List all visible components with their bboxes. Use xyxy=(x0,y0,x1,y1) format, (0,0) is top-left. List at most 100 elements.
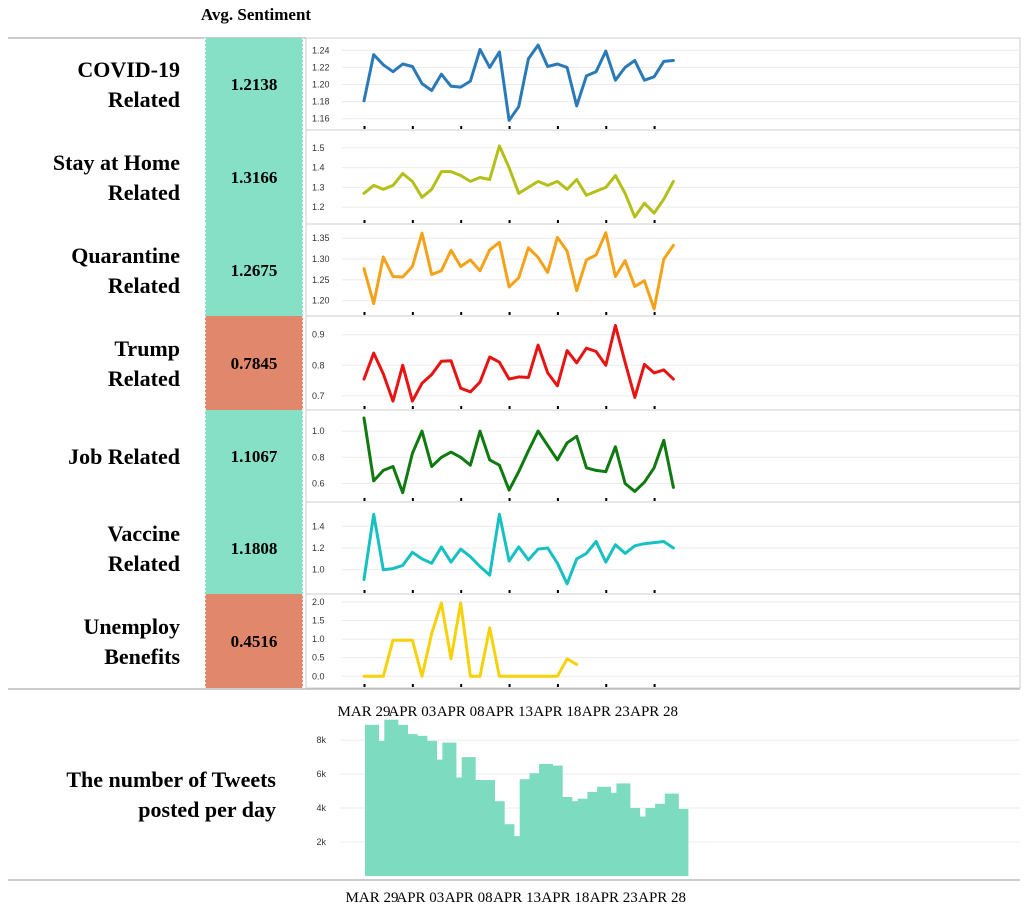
data-point xyxy=(478,176,482,179)
x-tick-mark xyxy=(460,220,463,223)
data-point xyxy=(546,65,549,68)
x-tick-mark xyxy=(411,126,414,129)
data-point xyxy=(604,560,607,564)
data-point xyxy=(488,66,491,69)
row-quarantine-related: Quarantine Related 1.2675 1.20 1.25 1.30 1.35 xyxy=(71,223,1021,317)
data-point xyxy=(459,601,462,605)
y-tick-label: 1.0 xyxy=(312,634,325,644)
avg-sentiment-cell xyxy=(205,502,303,594)
row-stay-at-home-related: Stay at Home Related 1.3166 1.2 1.3 1.4 1.5 xyxy=(53,129,1021,225)
series-line-stay-at-home-related xyxy=(362,144,675,219)
data-point xyxy=(536,675,540,678)
data-point xyxy=(546,271,549,274)
data-point xyxy=(507,675,511,678)
row-label-line: Related xyxy=(108,551,180,576)
data-point xyxy=(662,60,665,63)
data-point xyxy=(382,255,385,259)
data-point xyxy=(430,89,433,92)
data-point xyxy=(546,675,549,678)
row-label-line: Unemploy xyxy=(83,614,180,639)
bar-x-tick-label: APR 28 xyxy=(638,890,686,906)
data-point xyxy=(556,675,559,678)
data-point xyxy=(401,62,404,66)
x-tick-mark xyxy=(653,498,656,501)
data-point xyxy=(411,265,414,268)
data-point xyxy=(527,186,530,189)
data-point xyxy=(643,481,646,484)
data-point xyxy=(652,211,656,215)
data-point xyxy=(604,470,607,473)
data-point xyxy=(382,568,385,571)
y-tick-label: 1.5 xyxy=(312,143,325,153)
data-point xyxy=(633,59,636,62)
data-point xyxy=(420,382,424,385)
data-point xyxy=(556,458,559,462)
data-point xyxy=(672,244,675,247)
y-tick-label: 0.8 xyxy=(312,452,325,462)
data-point xyxy=(382,469,385,472)
avg-sentiment-value: 1.2138 xyxy=(231,75,278,94)
data-point xyxy=(527,376,530,379)
x-tick-mark xyxy=(460,498,463,501)
bar xyxy=(674,808,689,876)
data-point xyxy=(546,371,549,375)
data-point xyxy=(372,351,375,355)
data-point xyxy=(459,174,462,177)
data-point xyxy=(420,675,424,678)
data-point xyxy=(440,269,443,272)
x-tick-mark xyxy=(653,312,656,315)
y-tick-label: 1.0 xyxy=(312,565,325,575)
y-tick-label: 1.25 xyxy=(312,275,330,285)
avg-sentiment-cell xyxy=(205,38,303,130)
data-point xyxy=(449,359,453,362)
x-tick-label: APR 23 xyxy=(582,704,630,720)
avg-sentiment-value: 1.2675 xyxy=(231,261,278,280)
y-tick-label: 0.8 xyxy=(312,360,325,370)
avg-sentiment-value: 1.3166 xyxy=(231,168,278,187)
data-point xyxy=(643,279,646,282)
data-point xyxy=(488,355,491,359)
data-point xyxy=(478,565,482,568)
data-point xyxy=(594,469,598,472)
y-tick-label: 1.2 xyxy=(312,543,325,553)
data-point xyxy=(498,50,501,54)
data-point xyxy=(362,99,366,103)
x-tick-mark xyxy=(508,220,511,223)
data-point xyxy=(420,82,424,85)
series-line-quarantine-related xyxy=(362,231,675,311)
data-point xyxy=(652,307,656,311)
x-tick-mark xyxy=(605,312,608,315)
data-point xyxy=(623,361,627,364)
data-point xyxy=(585,466,588,469)
data-point xyxy=(594,350,598,353)
data-point xyxy=(672,546,675,550)
data-point xyxy=(614,275,617,278)
data-point xyxy=(440,73,443,76)
x-tick-mark xyxy=(605,406,608,409)
data-point xyxy=(565,66,569,69)
avg-sentiment-cell xyxy=(205,130,303,224)
data-point xyxy=(565,657,569,660)
data-point xyxy=(662,540,665,543)
data-point xyxy=(585,194,588,197)
y-tick-label: 6k xyxy=(316,769,326,779)
data-point xyxy=(536,256,540,259)
data-point xyxy=(527,57,530,60)
data-point xyxy=(614,543,617,546)
data-point xyxy=(449,170,453,173)
data-point xyxy=(401,491,404,494)
data-point xyxy=(633,285,636,288)
y-tick-label: 4k xyxy=(316,803,326,813)
x-tick-mark xyxy=(653,406,656,409)
data-point xyxy=(498,675,501,678)
data-point xyxy=(372,184,375,187)
data-point xyxy=(594,540,598,543)
x-tick-mark xyxy=(556,684,559,687)
y-tick-label: 1.30 xyxy=(312,254,330,264)
x-tick-mark xyxy=(411,220,414,223)
data-point xyxy=(372,53,375,56)
data-point xyxy=(662,257,665,261)
data-point xyxy=(614,174,617,177)
y-tick-label: 1.20 xyxy=(312,296,330,306)
data-point xyxy=(517,105,520,108)
